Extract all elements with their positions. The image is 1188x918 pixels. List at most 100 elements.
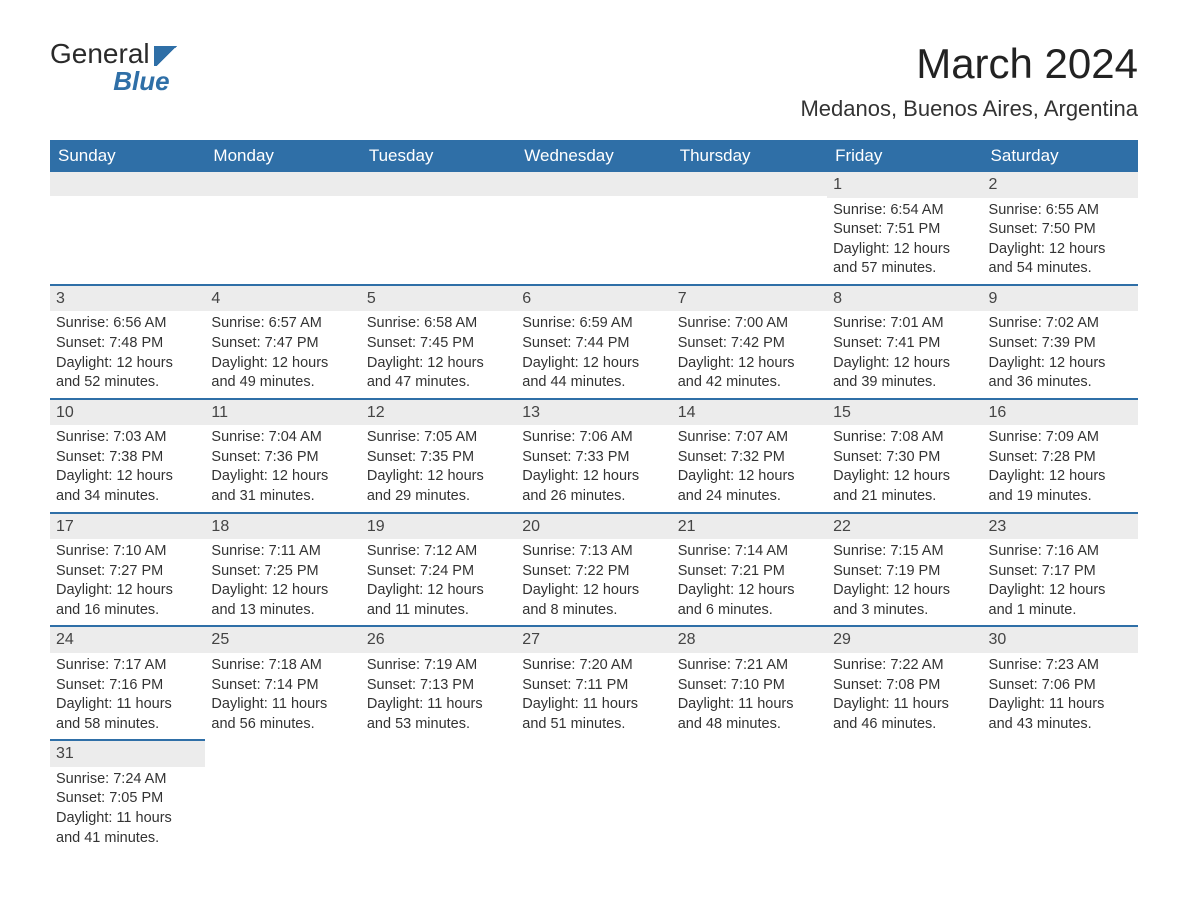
daylight-text: Daylight: 12 hours and 26 minutes. xyxy=(522,467,665,506)
day-number: 5 xyxy=(361,286,516,312)
day-number: 26 xyxy=(361,627,516,653)
daylight-text: Daylight: 11 hours and 53 minutes. xyxy=(367,695,510,734)
calendar-week: 24Sunrise: 7:17 AMSunset: 7:16 PMDayligh… xyxy=(50,626,1138,740)
cell-body: Sunrise: 7:22 AMSunset: 7:08 PMDaylight:… xyxy=(827,653,982,739)
cell-body: Sunrise: 6:58 AMSunset: 7:45 PMDaylight:… xyxy=(361,311,516,397)
cell-body: Sunrise: 7:11 AMSunset: 7:25 PMDaylight:… xyxy=(205,539,360,625)
sunset-text: Sunset: 7:35 PM xyxy=(367,448,510,468)
daylight-text: Daylight: 12 hours and 34 minutes. xyxy=(56,467,199,506)
sunrise-text: Sunrise: 6:57 AM xyxy=(211,314,354,334)
daylight-text: Daylight: 12 hours and 24 minutes. xyxy=(678,467,821,506)
day-number: 1 xyxy=(827,172,982,198)
sunrise-text: Sunrise: 7:01 AM xyxy=(833,314,976,334)
daylight-text: Daylight: 12 hours and 16 minutes. xyxy=(56,581,199,620)
calendar-cell xyxy=(361,172,516,285)
day-number: 13 xyxy=(516,400,671,426)
calendar-cell: 4Sunrise: 6:57 AMSunset: 7:47 PMDaylight… xyxy=(205,285,360,399)
sunset-text: Sunset: 7:25 PM xyxy=(211,562,354,582)
sunrise-text: Sunrise: 7:14 AM xyxy=(678,542,821,562)
month-title: March 2024 xyxy=(800,40,1138,88)
cell-body: Sunrise: 6:55 AMSunset: 7:50 PMDaylight:… xyxy=(983,198,1138,284)
day-number: 4 xyxy=(205,286,360,312)
sunrise-text: Sunrise: 7:05 AM xyxy=(367,428,510,448)
cell-body: Sunrise: 7:04 AMSunset: 7:36 PMDaylight:… xyxy=(205,425,360,511)
sunset-text: Sunset: 7:24 PM xyxy=(367,562,510,582)
day-number: 8 xyxy=(827,286,982,312)
cell-body: Sunrise: 6:57 AMSunset: 7:47 PMDaylight:… xyxy=(205,311,360,397)
sunset-text: Sunset: 7:11 PM xyxy=(522,676,665,696)
weekday-row: SundayMondayTuesdayWednesdayThursdayFrid… xyxy=(50,140,1138,172)
calendar-cell: 28Sunrise: 7:21 AMSunset: 7:10 PMDayligh… xyxy=(672,626,827,740)
weekday-header: Tuesday xyxy=(361,140,516,172)
day-number xyxy=(50,172,205,196)
daylight-text: Daylight: 12 hours and 19 minutes. xyxy=(989,467,1132,506)
day-number: 25 xyxy=(205,627,360,653)
daylight-text: Daylight: 12 hours and 54 minutes. xyxy=(989,240,1132,279)
calendar-cell: 30Sunrise: 7:23 AMSunset: 7:06 PMDayligh… xyxy=(983,626,1138,740)
sunset-text: Sunset: 7:28 PM xyxy=(989,448,1132,468)
cell-body: Sunrise: 7:06 AMSunset: 7:33 PMDaylight:… xyxy=(516,425,671,511)
sunset-text: Sunset: 7:30 PM xyxy=(833,448,976,468)
sunset-text: Sunset: 7:32 PM xyxy=(678,448,821,468)
cell-body: Sunrise: 6:59 AMSunset: 7:44 PMDaylight:… xyxy=(516,311,671,397)
calendar-cell: 7Sunrise: 7:00 AMSunset: 7:42 PMDaylight… xyxy=(672,285,827,399)
calendar-body: 1Sunrise: 6:54 AMSunset: 7:51 PMDaylight… xyxy=(50,172,1138,853)
calendar-cell: 25Sunrise: 7:18 AMSunset: 7:14 PMDayligh… xyxy=(205,626,360,740)
calendar-cell: 18Sunrise: 7:11 AMSunset: 7:25 PMDayligh… xyxy=(205,513,360,627)
calendar-cell: 19Sunrise: 7:12 AMSunset: 7:24 PMDayligh… xyxy=(361,513,516,627)
day-number: 10 xyxy=(50,400,205,426)
cell-body: Sunrise: 7:07 AMSunset: 7:32 PMDaylight:… xyxy=(672,425,827,511)
sunset-text: Sunset: 7:48 PM xyxy=(56,334,199,354)
daylight-text: Daylight: 12 hours and 47 minutes. xyxy=(367,354,510,393)
cell-body: Sunrise: 7:19 AMSunset: 7:13 PMDaylight:… xyxy=(361,653,516,739)
cell-body: Sunrise: 7:21 AMSunset: 7:10 PMDaylight:… xyxy=(672,653,827,739)
calendar-cell: 16Sunrise: 7:09 AMSunset: 7:28 PMDayligh… xyxy=(983,399,1138,513)
calendar-cell: 23Sunrise: 7:16 AMSunset: 7:17 PMDayligh… xyxy=(983,513,1138,627)
sunrise-text: Sunrise: 7:06 AM xyxy=(522,428,665,448)
cell-body: Sunrise: 7:15 AMSunset: 7:19 PMDaylight:… xyxy=(827,539,982,625)
daylight-text: Daylight: 11 hours and 48 minutes. xyxy=(678,695,821,734)
cell-body: Sunrise: 7:14 AMSunset: 7:21 PMDaylight:… xyxy=(672,539,827,625)
sunset-text: Sunset: 7:14 PM xyxy=(211,676,354,696)
sunset-text: Sunset: 7:17 PM xyxy=(989,562,1132,582)
sunrise-text: Sunrise: 7:17 AM xyxy=(56,656,199,676)
sunset-text: Sunset: 7:51 PM xyxy=(833,220,976,240)
weekday-header: Monday xyxy=(205,140,360,172)
calendar-cell: 22Sunrise: 7:15 AMSunset: 7:19 PMDayligh… xyxy=(827,513,982,627)
calendar-week: 17Sunrise: 7:10 AMSunset: 7:27 PMDayligh… xyxy=(50,513,1138,627)
day-number: 22 xyxy=(827,514,982,540)
calendar-cell: 8Sunrise: 7:01 AMSunset: 7:41 PMDaylight… xyxy=(827,285,982,399)
calendar-cell xyxy=(827,740,982,853)
calendar-cell xyxy=(50,172,205,285)
sunrise-text: Sunrise: 7:12 AM xyxy=(367,542,510,562)
day-number: 19 xyxy=(361,514,516,540)
sunset-text: Sunset: 7:41 PM xyxy=(833,334,976,354)
calendar-cell: 20Sunrise: 7:13 AMSunset: 7:22 PMDayligh… xyxy=(516,513,671,627)
day-number: 20 xyxy=(516,514,671,540)
day-number: 9 xyxy=(983,286,1138,312)
sunrise-text: Sunrise: 7:04 AM xyxy=(211,428,354,448)
logo: General Blue xyxy=(50,40,180,94)
sunset-text: Sunset: 7:45 PM xyxy=(367,334,510,354)
calendar-cell: 24Sunrise: 7:17 AMSunset: 7:16 PMDayligh… xyxy=(50,626,205,740)
sunrise-text: Sunrise: 7:15 AM xyxy=(833,542,976,562)
calendar-cell: 15Sunrise: 7:08 AMSunset: 7:30 PMDayligh… xyxy=(827,399,982,513)
calendar-cell xyxy=(672,172,827,285)
sunset-text: Sunset: 7:22 PM xyxy=(522,562,665,582)
day-number: 6 xyxy=(516,286,671,312)
sunrise-text: Sunrise: 7:20 AM xyxy=(522,656,665,676)
day-number: 7 xyxy=(672,286,827,312)
calendar-cell: 1Sunrise: 6:54 AMSunset: 7:51 PMDaylight… xyxy=(827,172,982,285)
calendar-cell: 3Sunrise: 6:56 AMSunset: 7:48 PMDaylight… xyxy=(50,285,205,399)
daylight-text: Daylight: 12 hours and 52 minutes. xyxy=(56,354,199,393)
calendar-cell: 27Sunrise: 7:20 AMSunset: 7:11 PMDayligh… xyxy=(516,626,671,740)
sunrise-text: Sunrise: 7:10 AM xyxy=(56,542,199,562)
daylight-text: Daylight: 11 hours and 51 minutes. xyxy=(522,695,665,734)
sunrise-text: Sunrise: 7:18 AM xyxy=(211,656,354,676)
day-number: 18 xyxy=(205,514,360,540)
calendar-cell: 11Sunrise: 7:04 AMSunset: 7:36 PMDayligh… xyxy=(205,399,360,513)
daylight-text: Daylight: 12 hours and 8 minutes. xyxy=(522,581,665,620)
daylight-text: Daylight: 11 hours and 58 minutes. xyxy=(56,695,199,734)
day-number: 28 xyxy=(672,627,827,653)
cell-body: Sunrise: 7:24 AMSunset: 7:05 PMDaylight:… xyxy=(50,767,205,853)
